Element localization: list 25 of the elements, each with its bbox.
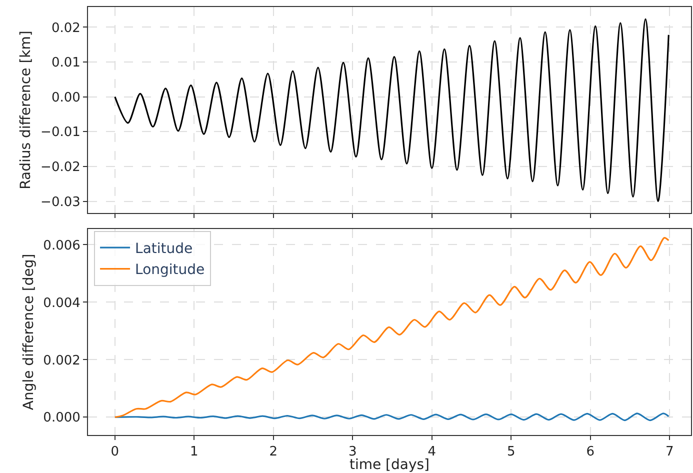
y-tick-label: 0.004 bbox=[43, 296, 80, 311]
y-tick-label: −0.03 bbox=[40, 194, 80, 210]
legend-label: Latitude bbox=[135, 241, 193, 258]
line-series bbox=[114, 18, 670, 202]
x-tick-label: 6 bbox=[586, 444, 595, 460]
x-tick-label: 0 bbox=[110, 444, 120, 460]
y-axis-title: Angle difference [deg] bbox=[20, 254, 37, 410]
y-tick-label: 0.006 bbox=[43, 238, 80, 254]
x-axis-title: time [days] bbox=[349, 457, 430, 473]
y-axis-title: Radius difference [km] bbox=[18, 30, 34, 190]
y-tick-label: 0.00 bbox=[51, 90, 80, 106]
x-tick-label: 7 bbox=[665, 444, 674, 460]
y-tick-label: −0.02 bbox=[40, 160, 80, 175]
x-tick-label: 5 bbox=[506, 444, 516, 460]
line-series bbox=[114, 237, 670, 418]
y-tick-label: −0.01 bbox=[40, 125, 80, 140]
x-tick-label: 4 bbox=[428, 444, 436, 460]
x-tick-label: 2 bbox=[269, 444, 278, 460]
line-series bbox=[114, 412, 670, 422]
legend-label: Longitude bbox=[135, 262, 205, 278]
y-tick-label: 0.002 bbox=[43, 353, 80, 368]
y-tick-label: 0.000 bbox=[43, 410, 80, 426]
x-tick-label: 1 bbox=[190, 444, 198, 460]
y-tick-label: 0.01 bbox=[51, 56, 80, 71]
y-tick-label: 0.02 bbox=[51, 20, 80, 36]
